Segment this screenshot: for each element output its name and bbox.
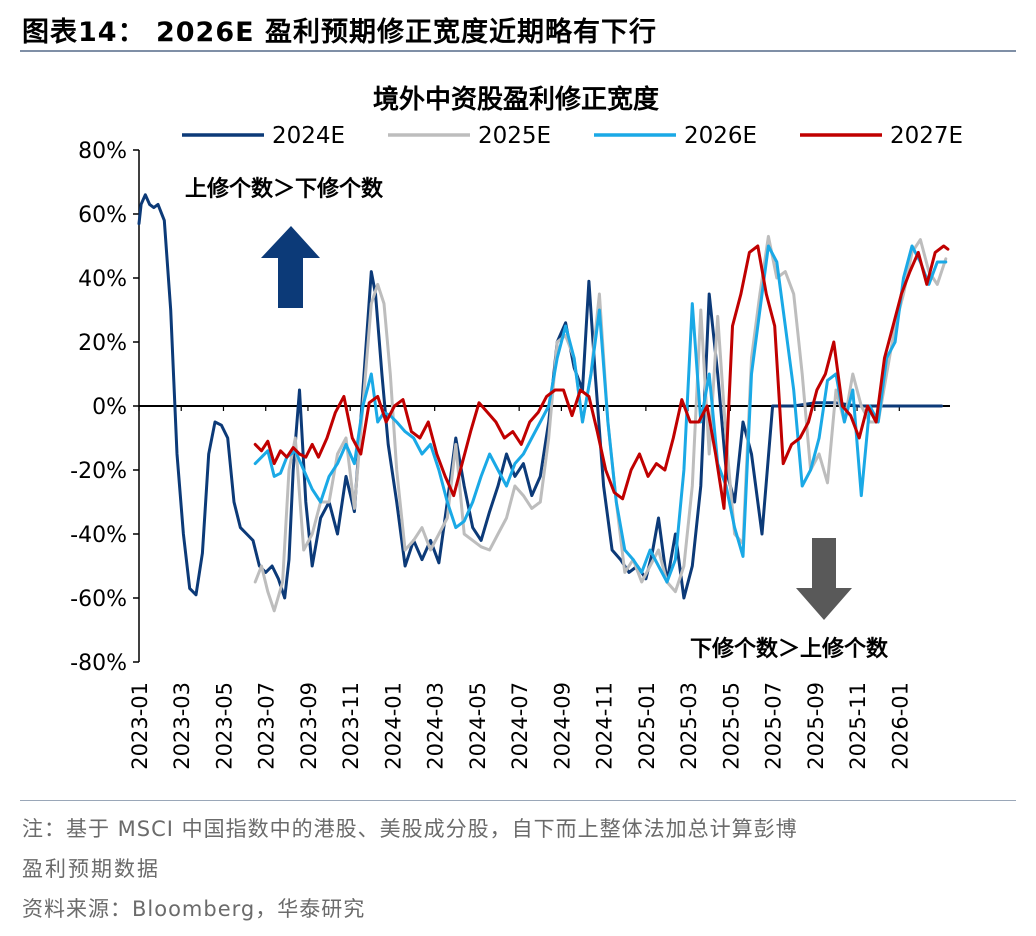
x-tick-label: 2023-11 (339, 682, 363, 770)
down-arrow-icon (796, 538, 852, 620)
figure-title: 图表14： 2026E 盈利预期修正宽度近期略有下行 (22, 17, 657, 48)
y-tick-label: 60% (78, 203, 127, 228)
chart-title: 境外中资股盈利修正宽度 (373, 84, 659, 115)
x-tick-label: 2025-11 (846, 682, 870, 770)
x-tick-label: 2025-07 (762, 682, 786, 770)
up-arrow-icon (261, 226, 320, 308)
annotation-down-text: 下修个数＞上修个数 (690, 636, 889, 662)
series-line-2024e (137, 193, 944, 600)
x-tick-label: 2024-01 (381, 682, 405, 770)
x-tick-label: 2024-07 (508, 682, 532, 770)
x-tick-label: 2023-01 (128, 682, 152, 770)
x-tick-label: 2024-09 (550, 682, 574, 770)
note-line-2: 盈利预期数据 (22, 857, 160, 881)
revision-breadth-chart: 境外中资股盈利修正宽度 2024E 2025E 2026E 2027E 80% 60% 4… (70, 84, 963, 770)
source-line: 资料来源：Bloomberg，华泰研究 (22, 897, 366, 921)
series-line-2027e (253, 244, 950, 510)
y-tick-label: -60% (70, 587, 127, 612)
plot-lines (137, 193, 950, 613)
y-tick-label: 40% (78, 267, 127, 292)
x-tick-label: 2025-05 (719, 682, 743, 770)
annotation-up-text: 上修个数＞下修个数 (185, 176, 384, 202)
x-tick-label: 2023-07 (255, 682, 279, 770)
upward-annotation: 上修个数＞下修个数 (185, 176, 384, 308)
y-tick-label: 80% (78, 139, 127, 164)
x-tick-label: 2025-03 (677, 682, 701, 770)
series-line-2026e (253, 244, 948, 584)
x-tick-label: 2024-03 (424, 682, 448, 770)
x-tick-label: 2023-05 (212, 682, 236, 770)
y-tick-label: 20% (78, 331, 127, 356)
legend-label-2026e: 2026E (684, 123, 757, 149)
y-axis: 80% 60% 40% 20% 0% -20% -40% -60% -80% (70, 139, 140, 676)
y-tick-label: -80% (70, 651, 127, 676)
legend-label-2025e: 2025E (478, 123, 551, 149)
x-tick-label: 2024-05 (466, 682, 490, 770)
footer-divider (20, 800, 1016, 801)
y-tick-label: -40% (70, 523, 127, 548)
legend-label-2024e: 2024E (272, 123, 345, 149)
downward-annotation: 下修个数＞上修个数 (690, 538, 889, 662)
x-tick-label: 2025-01 (635, 682, 659, 770)
x-tick-label: 2023-03 (170, 682, 194, 770)
x-tick-label: 2025-09 (804, 682, 828, 770)
x-tick-label: 2026-01 (888, 682, 912, 770)
y-tick-label: -20% (70, 459, 127, 484)
x-axis: 2023-01 2023-03 2023-05 2023-07 2023-09 2023-… (128, 405, 950, 770)
note-line-1: 注：基于 MSCI 中国指数中的港股、美股成分股，自下而上整体法加总计算彭博 (22, 817, 798, 841)
y-tick-label: 0% (92, 395, 127, 420)
legend-label-2027e: 2027E (890, 123, 963, 149)
x-tick-label: 2023-09 (297, 682, 321, 770)
legend: 2024E 2025E 2026E 2027E (182, 123, 963, 149)
title-divider (20, 50, 1016, 52)
x-tick-label: 2024-11 (593, 682, 617, 770)
